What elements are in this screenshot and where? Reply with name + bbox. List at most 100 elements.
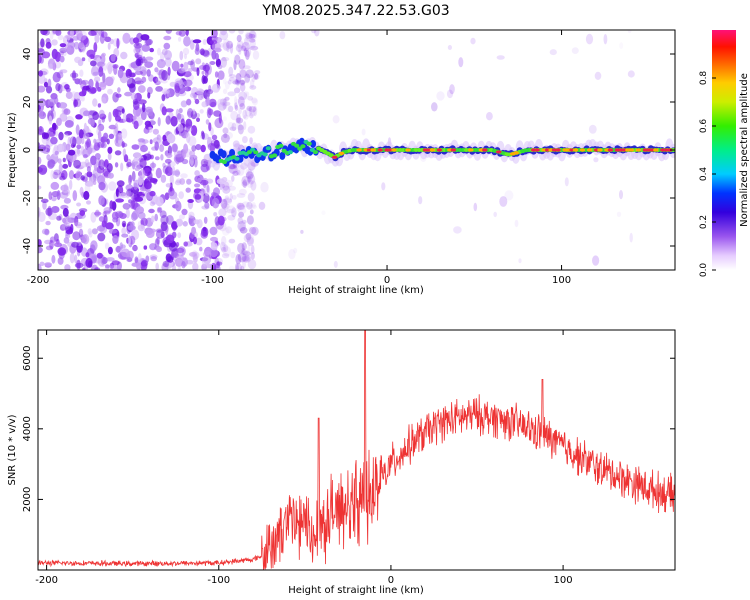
noise-speckle bbox=[55, 30, 62, 36]
noise-speckle bbox=[160, 221, 168, 232]
noise-speckle bbox=[202, 250, 212, 258]
noise-speckle bbox=[50, 181, 60, 190]
noise-speckle bbox=[72, 70, 76, 81]
noise-speckle bbox=[162, 134, 167, 142]
noise-speckle bbox=[135, 43, 141, 53]
noise-speckle bbox=[226, 40, 234, 49]
noise-speckle bbox=[116, 261, 122, 270]
noise-speckle bbox=[38, 211, 46, 223]
noise-speckle bbox=[159, 144, 165, 152]
ridge-peak bbox=[628, 148, 635, 152]
noise-speckle bbox=[47, 58, 56, 69]
noise-speckle bbox=[223, 77, 227, 85]
noise-speckle bbox=[249, 209, 254, 215]
noise-speckle bbox=[65, 91, 73, 99]
noise-speckle bbox=[204, 201, 210, 209]
noise-speckle bbox=[165, 183, 172, 188]
noise-speckle bbox=[470, 37, 476, 45]
noise-speckle bbox=[47, 160, 55, 169]
noise-speckle bbox=[110, 265, 119, 270]
noise-speckle bbox=[200, 158, 208, 168]
noise-speckle bbox=[79, 69, 84, 77]
noise-speckle bbox=[134, 77, 142, 85]
noise-speckle bbox=[203, 216, 208, 224]
noise-speckle bbox=[117, 87, 121, 93]
noise-speckle bbox=[236, 34, 242, 43]
noise-speckle bbox=[126, 191, 130, 199]
noise-speckle bbox=[94, 153, 101, 160]
noise-speckle bbox=[165, 30, 173, 34]
noise-speckle bbox=[121, 220, 127, 227]
noise-speckle bbox=[242, 109, 247, 119]
noise-speckle bbox=[187, 60, 194, 66]
noise-speckle bbox=[149, 201, 156, 207]
noise-speckle bbox=[248, 226, 253, 232]
noise-speckle bbox=[98, 216, 105, 222]
noise-speckle bbox=[210, 139, 219, 147]
noise-speckle bbox=[196, 117, 200, 123]
noise-speckle bbox=[237, 124, 244, 135]
noise-speckle bbox=[165, 225, 169, 236]
noise-speckle bbox=[194, 98, 200, 105]
noise-speckle bbox=[222, 88, 228, 95]
noise-speckle bbox=[239, 227, 248, 234]
noise-speckle bbox=[217, 102, 227, 111]
noise-speckle bbox=[183, 79, 193, 87]
noise-speckle bbox=[88, 56, 91, 63]
ridge-peak bbox=[513, 151, 519, 155]
noise-speckle bbox=[245, 69, 254, 78]
noise-speckle bbox=[206, 96, 210, 106]
ridge-peak bbox=[481, 148, 488, 152]
noise-speckle bbox=[210, 242, 218, 251]
noise-speckle bbox=[75, 136, 82, 145]
noise-speckle bbox=[89, 54, 95, 60]
noise-speckle bbox=[94, 76, 101, 83]
noise-speckle bbox=[250, 244, 255, 255]
noise-speckle bbox=[90, 155, 97, 166]
noise-speckle bbox=[238, 107, 242, 115]
noise-speckle bbox=[220, 198, 228, 209]
noise-speckle bbox=[293, 247, 298, 254]
noise-speckle bbox=[177, 123, 184, 132]
noise-speckle bbox=[186, 126, 193, 133]
noise-speckle bbox=[120, 244, 126, 249]
noise-speckle bbox=[227, 122, 234, 130]
noise-speckle bbox=[86, 138, 92, 149]
noise-speckle bbox=[121, 248, 130, 258]
noise-speckle bbox=[234, 102, 238, 110]
noise-speckle bbox=[38, 70, 43, 77]
noise-speckle bbox=[217, 64, 223, 70]
noise-speckle bbox=[187, 110, 192, 116]
spectrogram-noise bbox=[38, 30, 635, 270]
noise-speckle bbox=[245, 32, 253, 40]
noise-speckle bbox=[104, 36, 112, 43]
noise-speckle bbox=[63, 237, 70, 244]
noise-speckle bbox=[134, 256, 139, 264]
spectrogram-x-label: Height of straight line (km) bbox=[288, 285, 424, 296]
noise-speckle bbox=[60, 184, 69, 192]
noise-speckle bbox=[260, 181, 269, 193]
noise-speckle bbox=[92, 111, 100, 121]
noise-speckle bbox=[175, 200, 182, 212]
noise-speckle bbox=[177, 67, 186, 74]
noise-speckle bbox=[144, 181, 152, 190]
noise-speckle bbox=[208, 122, 212, 132]
noise-speckle bbox=[243, 255, 252, 263]
noise-speckle bbox=[171, 170, 181, 176]
noise-speckle bbox=[70, 72, 79, 78]
noise-speckle bbox=[458, 57, 464, 68]
noise-speckle bbox=[193, 193, 197, 199]
noise-speckle bbox=[48, 191, 53, 200]
noise-speckle bbox=[64, 264, 71, 270]
noise-speckle bbox=[112, 217, 119, 223]
ridge-peak bbox=[555, 148, 561, 152]
noise-speckle bbox=[222, 227, 230, 236]
noise-speckle bbox=[223, 97, 228, 108]
ridge-core bbox=[220, 150, 227, 159]
noise-speckle bbox=[209, 248, 218, 258]
noise-speckle bbox=[133, 42, 143, 49]
noise-speckle bbox=[90, 175, 94, 187]
noise-speckle bbox=[222, 246, 231, 257]
noise-speckle bbox=[107, 172, 114, 179]
noise-speckle bbox=[120, 128, 128, 139]
